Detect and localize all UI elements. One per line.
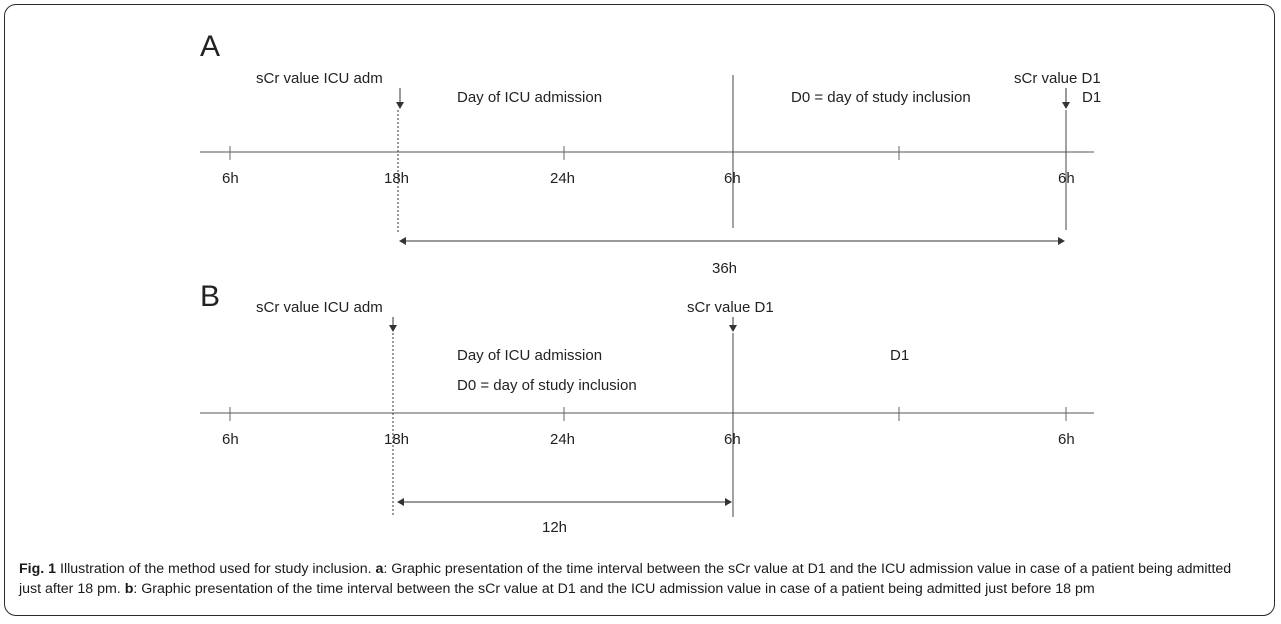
panel-b-sample-d1-label: sCr value D1 xyxy=(687,299,774,316)
caption-panel-a-text: : Graphic presentation of the time inter… xyxy=(19,561,1232,597)
timeline-diagram: A sCr value ICU adm sCr value D1 Day of … xyxy=(200,30,1101,536)
panel-b-sample-d1-arrowhead xyxy=(729,325,737,332)
panel-a: A sCr value ICU adm sCr value D1 Day of … xyxy=(200,30,1101,277)
caption-text: Illustration of the method used for stud… xyxy=(60,561,372,577)
figure-caption: Fig. 1 Illustration of the method used f… xyxy=(19,559,1249,599)
figure-frame xyxy=(4,4,1275,616)
panel-a-interval-label: 36h xyxy=(712,260,737,277)
panel-a-tick-label: 18h xyxy=(384,170,409,187)
caption-panel-b-text: : Graphic presentation of the time inter… xyxy=(133,581,1095,597)
panel-b-period-icu-admission: Day of ICU admission xyxy=(457,347,602,364)
panel-b-tick-label: 24h xyxy=(550,431,575,448)
panel-a-tick-label: 24h xyxy=(550,170,575,187)
panel-b-tick-label: 6h xyxy=(1058,431,1075,448)
panel-b-tick-label: 6h xyxy=(222,431,239,448)
panel-a-tick-label: 6h xyxy=(222,170,239,187)
panel-a-period-icu-admission: Day of ICU admission xyxy=(457,89,602,106)
panel-a-tick-label: 6h xyxy=(724,170,741,187)
panel-b-sample-icu-adm-arrowhead xyxy=(389,325,397,332)
panel-a-tick-label: 6h xyxy=(1058,170,1075,187)
caption-panel-b-key: b xyxy=(124,581,134,597)
panel-a-letter: A xyxy=(200,30,220,63)
panel-b: B sCr value ICU adm sCr value D1 Day of … xyxy=(200,280,1094,536)
panel-a-period-d0: D0 = day of study inclusion xyxy=(791,89,971,106)
caption-figure-label: Fig. 1 xyxy=(19,561,57,577)
panel-a-sample-icu-adm-arrowhead xyxy=(396,102,404,109)
panel-b-period-d1: D1 xyxy=(890,347,909,364)
panel-b-letter: B xyxy=(200,280,220,313)
panel-a-sample-d1-label: sCr value D1 xyxy=(1014,70,1101,87)
panel-a-sample-icu-adm-label: sCr value ICU adm xyxy=(256,70,383,87)
panel-a-period-d1: D1 xyxy=(1082,89,1101,106)
caption-panel-a-key: a xyxy=(375,561,384,577)
panel-b-sample-icu-adm-label: sCr value ICU adm xyxy=(256,299,383,316)
panel-b-tick-label: 6h xyxy=(724,431,741,448)
panel-b-tick-label: 18h xyxy=(384,431,409,448)
panel-b-interval-label: 12h xyxy=(542,519,567,536)
panel-b-period-d0: D0 = day of study inclusion xyxy=(457,377,637,394)
panel-a-sample-d1-arrowhead xyxy=(1062,102,1070,109)
